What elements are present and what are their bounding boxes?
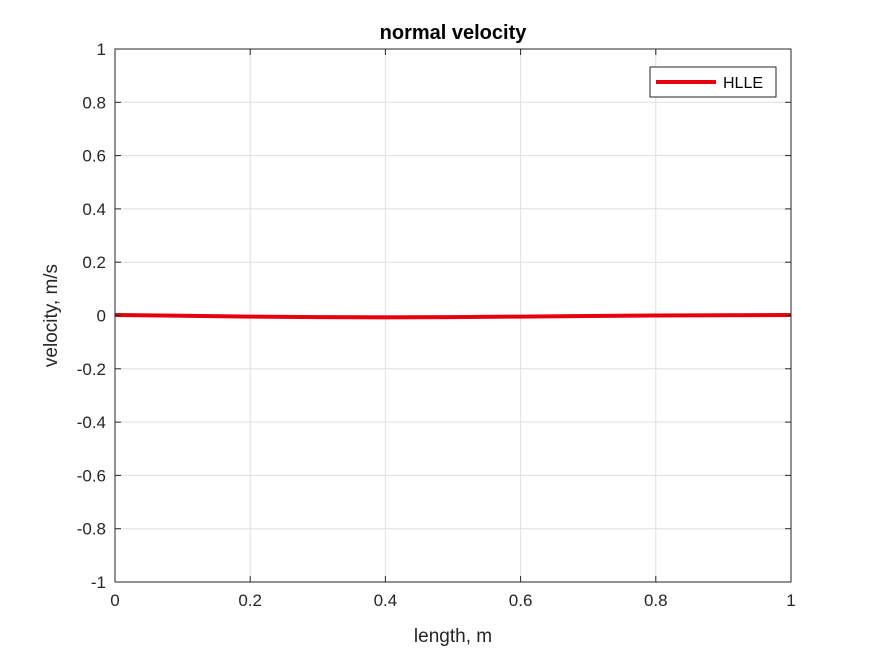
legend-entry-label: HLLE xyxy=(723,75,763,92)
series-line-hlle xyxy=(114,312,792,320)
x-tick-label: 0 xyxy=(110,591,119,610)
y-tick-label: 0.8 xyxy=(82,93,106,112)
x-tick-label: 0.8 xyxy=(644,591,668,610)
series-lines xyxy=(114,312,792,320)
x-tick-label: 1 xyxy=(786,591,795,610)
y-tick-label: -0.2 xyxy=(77,360,106,379)
y-tick-label: -0.6 xyxy=(77,466,106,485)
x-tick-label: 0.4 xyxy=(374,591,398,610)
legend: HLLE xyxy=(649,66,777,98)
x-tick-label: 0.6 xyxy=(509,591,533,610)
y-tick-label: 0.6 xyxy=(82,147,106,166)
y-axis-label: velocity, m/s xyxy=(41,264,62,367)
y-tick-label: 0.4 xyxy=(82,200,106,219)
y-tick-label: 1 xyxy=(97,40,106,59)
y-tick-label: 0 xyxy=(97,307,106,326)
x-tick-label: 0.2 xyxy=(238,591,262,610)
y-tick-label: -1 xyxy=(91,573,106,592)
x-axis-label: length, m xyxy=(414,626,492,647)
chart-title: normal velocity xyxy=(380,22,528,44)
y-tick-label: 0.2 xyxy=(82,253,106,272)
ticks: 0 0.2 0.4 0.6 0.8 1 -1 -0.8 -0.6 -0.4 -0.2 0 0.2 0.4 0… xyxy=(77,40,796,610)
y-tick-label: -0.4 xyxy=(77,413,106,432)
y-tick-label: -0.8 xyxy=(77,520,106,539)
